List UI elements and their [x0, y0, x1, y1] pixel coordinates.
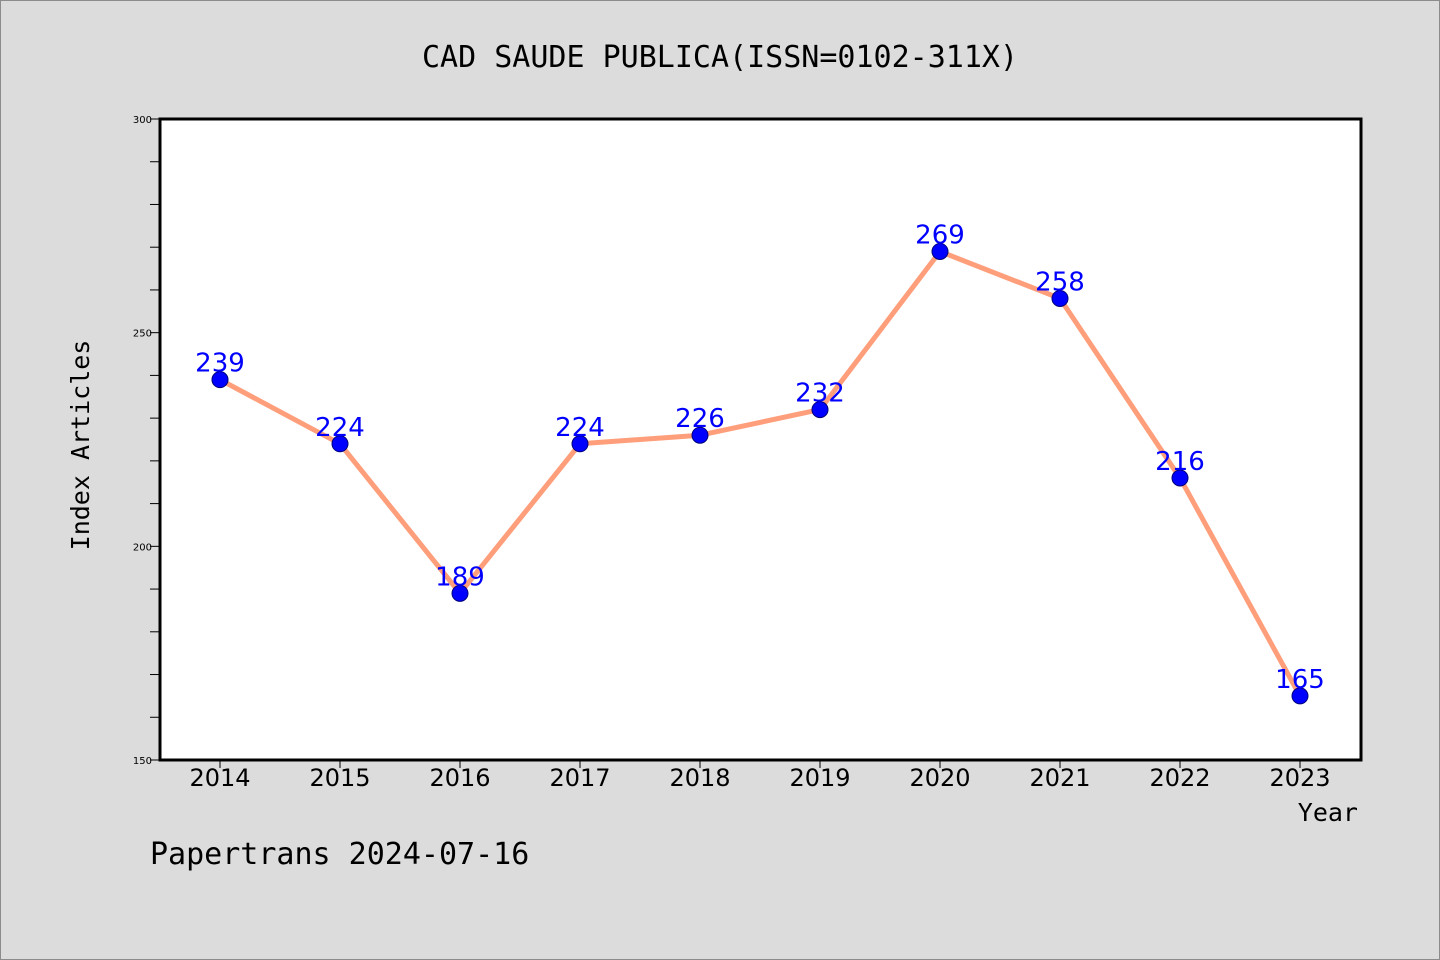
data-label: 226: [675, 404, 725, 434]
y-axis: 150 200 250 300: [133, 115, 160, 767]
data-label: 258: [1035, 267, 1085, 297]
series-line: [217, 248, 1303, 699]
x-axis: 2014 2015 2016 2017 2018 2019 2020 2021 2022 2023: [189, 760, 1331, 792]
data-point: [1291, 687, 1309, 705]
x-axis-label: Year: [1298, 798, 1358, 827]
data-label: 224: [315, 413, 365, 443]
plot-area: [158, 117, 1363, 762]
data-label: 216: [1155, 447, 1205, 477]
data-point: [1171, 469, 1189, 487]
data-point: [931, 242, 949, 260]
data-label: 232: [795, 379, 845, 409]
x-tick-label: 2015: [309, 764, 370, 792]
x-tick-label: 2020: [909, 764, 970, 792]
y-tick-label: 250: [133, 329, 152, 340]
data-point: [811, 401, 829, 419]
x-tick-label: 2016: [429, 764, 490, 792]
data-label: 269: [915, 220, 965, 250]
y-tick-label: 150: [133, 756, 152, 767]
x-tick-label: 2022: [1149, 764, 1210, 792]
x-tick-label: 2021: [1029, 764, 1090, 792]
series-layer: 239 224 189 224 226 232 269 258 216 165: [195, 220, 1325, 705]
chart-title: CAD SAUDE PUBLICA(ISSN=0102-311X): [422, 40, 1018, 75]
y-tick-label: 200: [133, 542, 152, 553]
data-point: [451, 584, 469, 602]
data-point: [331, 435, 349, 453]
data-label: 165: [1275, 665, 1325, 695]
x-tick-label: 2014: [189, 764, 250, 792]
data-point: [691, 426, 709, 444]
data-label: 239: [195, 349, 245, 379]
data-label: 189: [435, 562, 485, 592]
data-point: [1051, 289, 1069, 307]
x-tick-label: 2023: [1269, 764, 1330, 792]
y-axis-label: Index Articles: [66, 340, 95, 551]
data-point: [211, 371, 229, 389]
data-label: 224: [555, 413, 605, 443]
x-tick-label: 2018: [669, 764, 730, 792]
footer-stamp: Papertrans 2024-07-16: [150, 837, 529, 872]
x-tick-label: 2019: [789, 764, 850, 792]
y-tick-label: 300: [133, 115, 152, 126]
x-tick-label: 2017: [549, 764, 610, 792]
data-point: [571, 435, 589, 453]
